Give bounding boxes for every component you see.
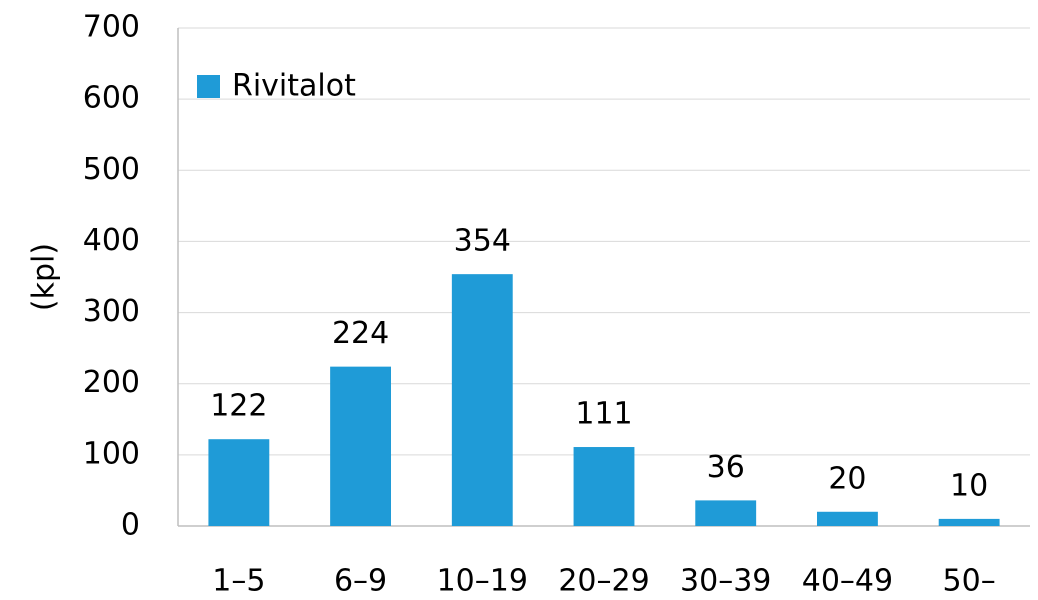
bar [208,439,270,526]
bar [573,447,635,526]
data-label: 111 [575,397,632,432]
bar [451,274,513,526]
bar [330,366,391,526]
y-tick-label: 100 [83,436,140,471]
x-tick-label: 20–29 [558,564,649,599]
y-tick-label: 300 [83,294,140,329]
legend-swatch [197,75,220,98]
data-label: 10 [950,468,988,503]
y-tick-label: 200 [83,365,140,400]
y-tick-label: 500 [83,152,140,187]
x-tick-label: 6–9 [334,564,387,599]
bar [938,518,1000,526]
x-tick-label: 1–5 [212,564,265,599]
y-tick-label: 400 [83,223,140,258]
x-tick-label: 50– [943,564,996,599]
y-tick-label: 600 [83,81,140,116]
data-label: 224 [332,316,389,351]
y-axis-label: (kpl) [27,243,62,311]
x-tick-label: 30–39 [680,564,771,599]
bar [817,511,878,526]
data-label: 20 [828,461,866,496]
x-tick-label: 40–49 [802,564,893,599]
x-tick-label: 10–19 [437,564,528,599]
data-label: 122 [210,389,267,424]
data-label: 354 [454,224,511,259]
bar [695,500,757,526]
y-tick-label: 0 [121,508,140,543]
legend-label: Rivitalot [232,69,356,104]
y-tick-label: 700 [83,10,140,45]
data-label: 36 [707,450,745,485]
